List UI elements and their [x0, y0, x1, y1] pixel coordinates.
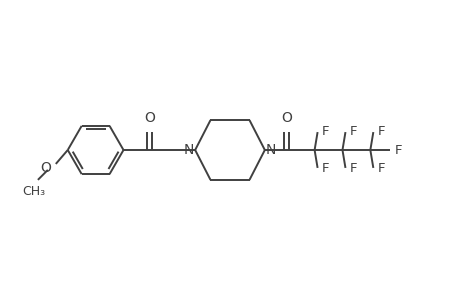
Text: F: F: [377, 162, 384, 176]
Text: F: F: [349, 162, 356, 176]
Text: N: N: [265, 143, 275, 157]
Text: F: F: [394, 143, 401, 157]
Text: F: F: [321, 162, 329, 176]
Text: O: O: [144, 111, 155, 125]
Text: N: N: [184, 143, 194, 157]
Text: F: F: [321, 124, 329, 138]
Text: O: O: [40, 161, 51, 175]
Text: CH₃: CH₃: [22, 185, 45, 198]
Text: F: F: [349, 124, 356, 138]
Text: O: O: [281, 111, 291, 125]
Text: F: F: [377, 124, 384, 138]
